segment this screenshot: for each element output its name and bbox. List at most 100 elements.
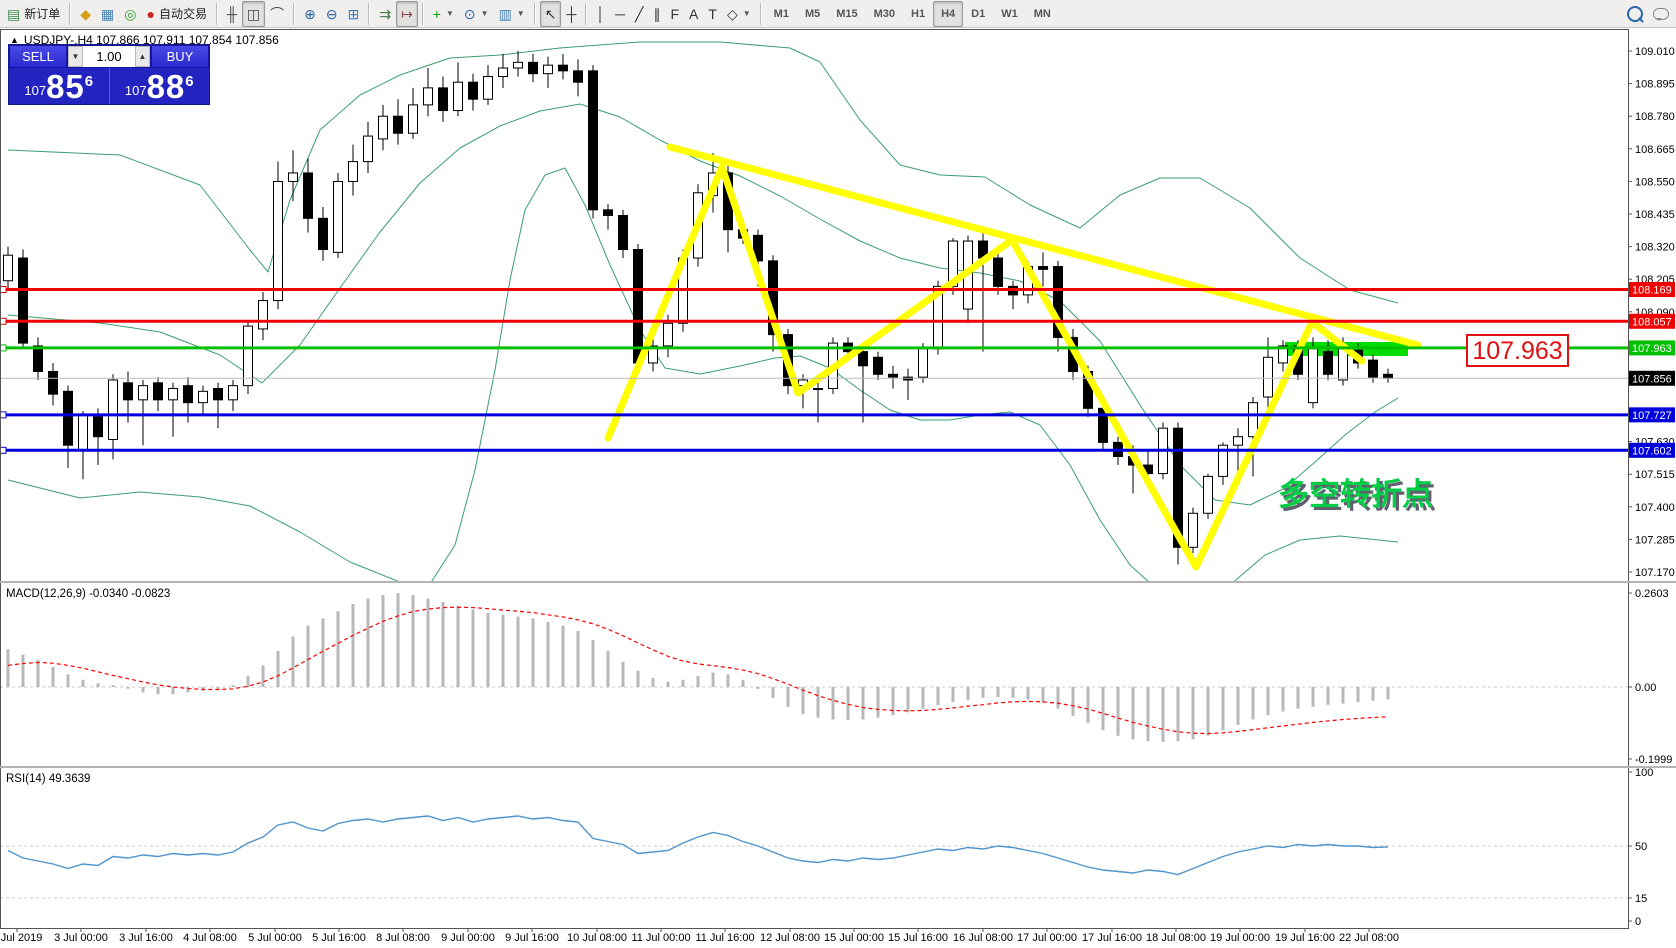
timeframe-m1-button[interactable]: M1 xyxy=(773,7,789,20)
chart-frame xyxy=(0,29,1629,929)
time-axis-label: 3 Jul 00:00 xyxy=(54,932,108,944)
hline-anchor[interactable] xyxy=(0,317,7,325)
timeframe-h4-button[interactable]: H4 xyxy=(933,0,964,27)
price-badge xyxy=(1629,407,1675,423)
hline-anchor[interactable] xyxy=(0,446,7,454)
market-watch-icon[interactable]: ▦ xyxy=(96,1,119,27)
panel-toggle-icon[interactable]: ▲ xyxy=(10,35,19,45)
hline-anchor[interactable] xyxy=(0,286,7,294)
macd-axis-label: -0.1999 xyxy=(1635,754,1672,766)
text-button[interactable]: A xyxy=(684,1,703,27)
pane-splitter[interactable] xyxy=(0,581,1676,583)
time-axis-label: 22 Jul 08:00 xyxy=(1339,932,1399,944)
autoscroll-button[interactable]: ⇉ xyxy=(374,1,396,27)
price-callout-box[interactable] xyxy=(1466,334,1569,367)
vline-icon: │ xyxy=(596,5,606,22)
candle-body xyxy=(663,322,673,347)
price-badge-text: 107.856 xyxy=(1632,373,1672,385)
candle-body xyxy=(753,234,763,262)
chat-button[interactable] xyxy=(1648,1,1674,27)
candle-body xyxy=(3,254,13,282)
candle-body xyxy=(288,172,298,182)
candle-body xyxy=(378,115,388,140)
dropdown-caret-icon: ▼ xyxy=(742,9,751,18)
vline-button[interactable]: │ xyxy=(591,1,610,27)
indicators-button[interactable]: + ▼ xyxy=(428,1,459,27)
rsi-label: RSI(14) 49.3639 xyxy=(6,773,90,785)
cursor-button[interactable]: ↖ xyxy=(539,0,562,27)
channel-icon: ∥ xyxy=(653,5,661,22)
signals-icon[interactable]: ◎ xyxy=(119,1,141,27)
volume-up-button[interactable]: ▲ xyxy=(135,46,150,67)
label-button[interactable]: T xyxy=(703,1,722,27)
periods-button[interactable]: ⊙ ▼ xyxy=(459,1,494,27)
price-badge-text: 108.169 xyxy=(1632,285,1672,297)
templates-button[interactable]: ▥ ▼ xyxy=(494,1,530,27)
time-axis-label: 2 Jul 2019 xyxy=(0,932,42,944)
candlestick-icon: ◫ xyxy=(246,5,261,22)
hline-icon: ─ xyxy=(615,5,626,22)
hline-anchor[interactable] xyxy=(0,344,7,352)
pane-splitter[interactable] xyxy=(0,766,1676,768)
zoom-in-button[interactable]: ⊕ xyxy=(299,1,321,27)
macd-label: MACD(12,26,9) -0.0340 -0.0823 xyxy=(6,588,170,600)
symbols-icon-icon: ◆ xyxy=(80,5,92,22)
tile-windows-button[interactable]: ⊞ xyxy=(343,1,365,27)
toolbar-separator xyxy=(215,2,218,25)
price-badge xyxy=(1629,340,1675,356)
shapes-button[interactable]: ◇ ▼ xyxy=(722,1,756,27)
zoom-out-button[interactable]: ⊖ xyxy=(321,1,343,27)
candlestick-button[interactable]: ◫ xyxy=(241,0,266,27)
crosshair-button[interactable]: ┼ xyxy=(561,1,581,27)
timeframe-m15-button[interactable]: M15 xyxy=(836,7,858,20)
indicators-icon: + xyxy=(432,5,441,22)
periods-icon: ⊙ xyxy=(463,5,476,22)
new-order-button[interactable]: ▤ 新订单 xyxy=(2,1,65,27)
timeframe-m5-button[interactable]: M5 xyxy=(804,7,821,20)
hline-button[interactable]: ─ xyxy=(610,1,630,27)
candle-body xyxy=(1233,436,1243,446)
volume-down-button[interactable]: ▼ xyxy=(68,46,83,67)
channel-button[interactable]: ∥ xyxy=(648,1,665,27)
candle-body xyxy=(318,217,328,251)
trendline-button[interactable]: ╱ xyxy=(630,1,648,27)
candle-body xyxy=(33,345,43,372)
fibonacci-button[interactable]: F xyxy=(665,1,684,27)
price-axis-label: 108.895 xyxy=(1635,79,1675,91)
candle-body xyxy=(1203,475,1213,514)
timeframe-d1-button[interactable]: D1 xyxy=(971,7,986,20)
timeframe-m30-button[interactable]: M30 xyxy=(873,7,896,20)
search-button[interactable] xyxy=(1622,1,1648,27)
yellow-trendline[interactable] xyxy=(666,143,1422,349)
buy-price[interactable]: 107 88 6 xyxy=(124,68,194,105)
time-axis-label: 5 Jul 16:00 xyxy=(312,932,366,944)
sell-button[interactable]: SELL xyxy=(9,45,67,68)
bar-chart-button[interactable]: ╫ xyxy=(222,1,242,27)
price-axis-label: 107.400 xyxy=(1635,502,1675,514)
candle-body xyxy=(423,87,433,106)
time-axis-label: 15 Jul 00:00 xyxy=(824,932,884,944)
chart-shift-button[interactable]: ↦ xyxy=(396,0,418,27)
turning-point-note[interactable]: 多空转折点 xyxy=(1278,477,1433,512)
symbols-icon[interactable]: ◆ xyxy=(75,1,96,27)
rsi-axis-label: 50 xyxy=(1635,841,1647,853)
autotrading-button[interactable]: ● 自动交易 xyxy=(141,1,211,27)
timeframe-w1-button[interactable]: W1 xyxy=(1001,7,1018,20)
hline-anchor[interactable] xyxy=(0,411,7,419)
candle-body xyxy=(603,209,613,216)
buy-button[interactable]: BUY xyxy=(151,45,209,68)
candle-body xyxy=(1218,444,1228,477)
timeframe-h1-button[interactable]: H1 xyxy=(911,7,926,20)
sell-price[interactable]: 107 85 6 xyxy=(9,68,110,104)
candle-body xyxy=(1188,512,1198,548)
timeframe-mn-button[interactable]: MN xyxy=(1033,7,1051,20)
line-chart-button[interactable]: ⌒ xyxy=(265,1,289,27)
fibonacci-icon: F xyxy=(670,5,680,22)
volume-value[interactable]: 1.00 xyxy=(96,49,122,64)
candle-body xyxy=(213,387,223,401)
candle-body xyxy=(198,390,208,404)
time-axis-label: 18 Jul 08:00 xyxy=(1146,932,1206,944)
chat-icon xyxy=(1653,7,1669,21)
